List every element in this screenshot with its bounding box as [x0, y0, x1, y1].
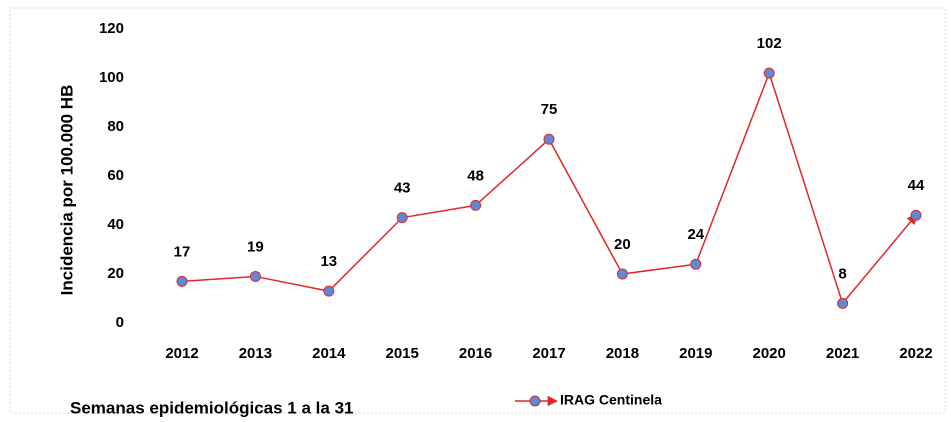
data-label: 75	[541, 101, 558, 118]
x-tick-label: 2012	[165, 345, 198, 362]
data-point	[690, 258, 702, 270]
data-label: 44	[908, 177, 925, 194]
x-tick-label: 2013	[239, 345, 272, 362]
y-tick-label: 80	[107, 118, 124, 135]
data-label: 13	[320, 253, 337, 270]
y-tick-label: 120	[99, 20, 124, 37]
data-point	[176, 275, 188, 287]
x-tick-label: 2018	[606, 345, 639, 362]
data-label: 17	[174, 243, 191, 260]
y-axis-title: Incidencia por 100.000 HB	[57, 85, 76, 296]
y-tick-label: 40	[107, 216, 124, 233]
data-label: 19	[247, 238, 264, 255]
data-point	[543, 133, 555, 145]
data-point	[249, 270, 261, 282]
data-point	[763, 67, 775, 79]
data-label: 102	[757, 35, 782, 52]
data-point	[616, 268, 628, 280]
data-label: 24	[687, 226, 704, 243]
x-tick-label: 2020	[753, 345, 786, 362]
data-point	[910, 209, 922, 221]
y-tick-label: 60	[107, 167, 124, 184]
legend-marker	[529, 395, 541, 407]
y-tick-label: 0	[116, 314, 124, 331]
y-tick-label: 20	[107, 265, 124, 282]
data-label: 8	[838, 265, 846, 282]
x-tick-label: 2017	[532, 345, 565, 362]
x-tick-label: 2022	[899, 345, 932, 362]
legend-label: IRAG Centinela	[560, 392, 662, 408]
data-point	[837, 297, 849, 309]
x-tick-label: 2019	[679, 345, 712, 362]
data-point	[323, 285, 335, 297]
data-point	[470, 199, 482, 211]
x-tick-label: 2015	[386, 345, 419, 362]
chart-border	[9, 7, 946, 414]
data-label: 43	[394, 180, 411, 197]
x-axis-title: Semanas epidemiológicas 1 a la 31	[70, 398, 353, 417]
y-tick-label: 100	[99, 69, 124, 86]
data-label: 20	[614, 236, 631, 253]
data-label: 48	[467, 167, 484, 184]
x-tick-label: 2014	[312, 345, 346, 362]
x-tick-label: 2021	[826, 345, 859, 362]
data-point	[396, 212, 408, 224]
x-tick-label: 2016	[459, 345, 492, 362]
